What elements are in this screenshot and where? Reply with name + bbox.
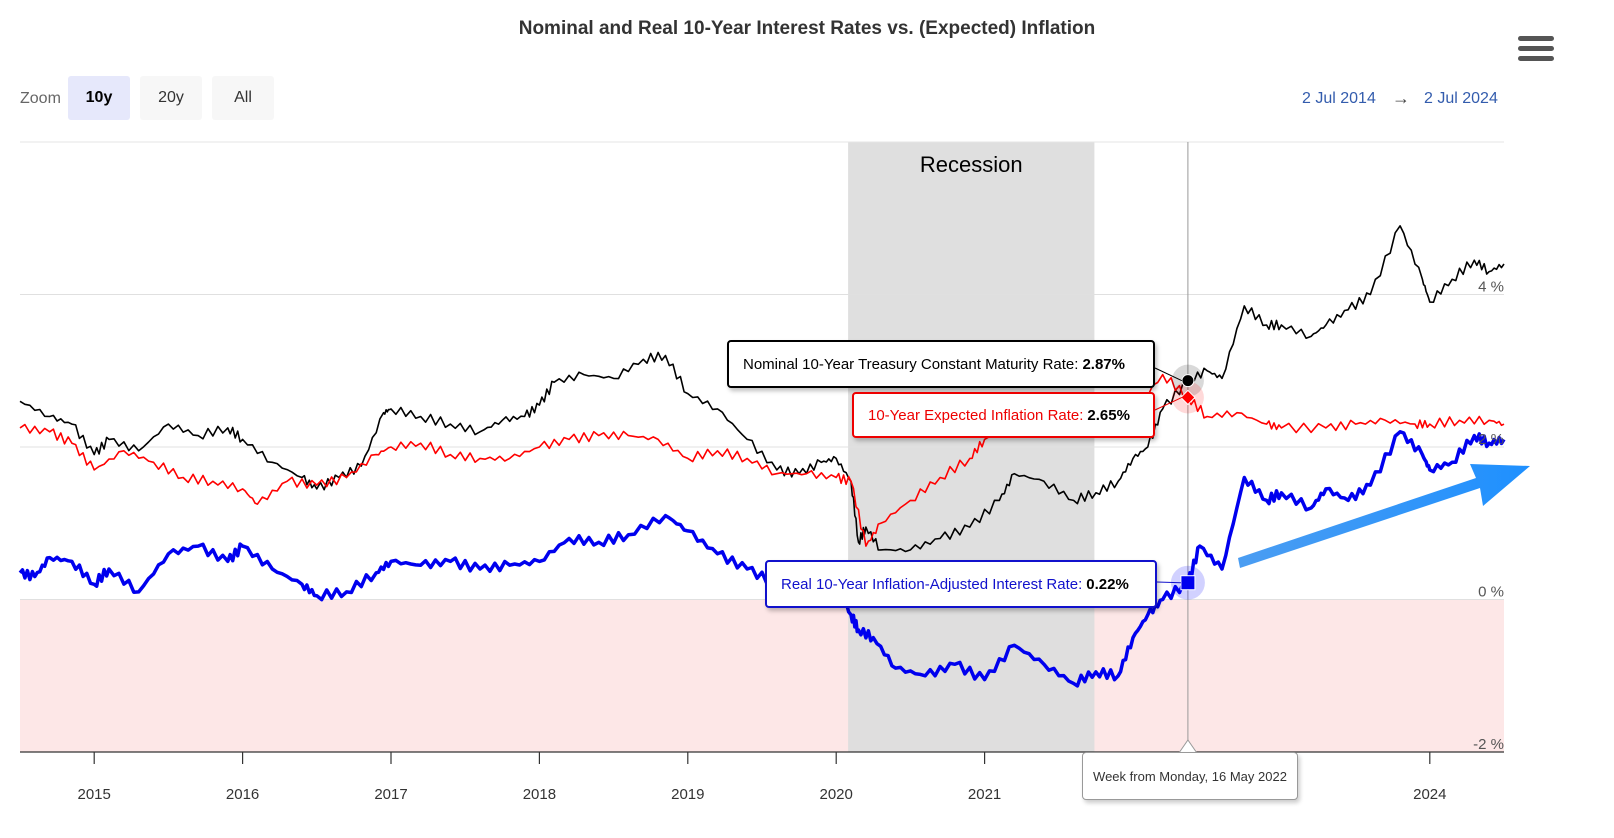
tooltip-nominal-value: 2.87%	[1082, 355, 1125, 373]
x-tick-label: 2019	[671, 786, 704, 803]
x-tick-label: 2021	[968, 786, 1001, 803]
zoom-20y-button[interactable]: 20y	[140, 76, 202, 120]
negative-rate-band	[20, 599, 1504, 752]
marker-expected	[1180, 389, 1196, 406]
connector-real	[1156, 581, 1181, 584]
range-from-date[interactable]: 2 Jul 2014	[1302, 90, 1376, 107]
tooltip-week-date: Week from Monday, 16 May 2022	[1082, 752, 1298, 800]
y-tick-label: 0 %	[1478, 584, 1504, 601]
x-tick-label: 2017	[374, 786, 407, 803]
tooltip-expected-label: 10-Year Expected Inflation Rate:	[868, 406, 1084, 424]
tooltip-expected: 10-Year Expected Inflation Rate: 2.65%	[852, 392, 1155, 438]
x-tick-label: 2015	[78, 786, 111, 803]
x-tick-label: 2016	[226, 786, 259, 803]
trend-arrow	[1238, 464, 1530, 568]
x-tick-label: 2024	[1413, 786, 1446, 803]
hamburger-menu-icon[interactable]	[1518, 36, 1554, 64]
y-tick-label: 2 %	[1478, 431, 1504, 448]
tooltip-real-value: 0.22%	[1086, 575, 1129, 593]
zoom-10y-button[interactable]: 10y	[68, 76, 130, 120]
marker-real	[1180, 575, 1196, 591]
range-to-date[interactable]: 2 Jul 2024	[1424, 90, 1498, 107]
tooltip-nominal-label: Nominal 10-Year Treasury Constant Maturi…	[743, 355, 1079, 373]
zoom-all-button[interactable]: All	[212, 76, 274, 120]
zoom-label: Zoom	[20, 90, 61, 107]
hover-markers	[1154, 364, 1205, 600]
x-tick-label: 2020	[820, 786, 853, 803]
chart-title: Nominal and Real 10-Year Interest Rates …	[518, 18, 1096, 39]
range-arrow: →	[1392, 88, 1410, 108]
series-expected-line	[19, 373, 1505, 547]
y-tick-label: 4 %	[1478, 279, 1504, 296]
tooltip-expected-value: 2.65%	[1087, 406, 1130, 424]
recession-label: Recession	[920, 152, 1023, 177]
x-tick-label: 2018	[523, 786, 556, 803]
tooltip-real: Real 10-Year Inflation-Adjusted Interest…	[765, 560, 1157, 608]
y-tick-label: -2 %	[1473, 736, 1504, 753]
trend-arrow-icon	[1238, 464, 1530, 568]
tooltip-nominal: Nominal 10-Year Treasury Constant Maturi…	[727, 340, 1155, 388]
connector-nominal	[1154, 367, 1183, 382]
connector-expected	[1154, 396, 1183, 411]
tooltip-real-label: Real 10-Year Inflation-Adjusted Interest…	[781, 575, 1083, 593]
marker-nominal	[1181, 374, 1195, 388]
series-nominal-line	[19, 225, 1505, 553]
